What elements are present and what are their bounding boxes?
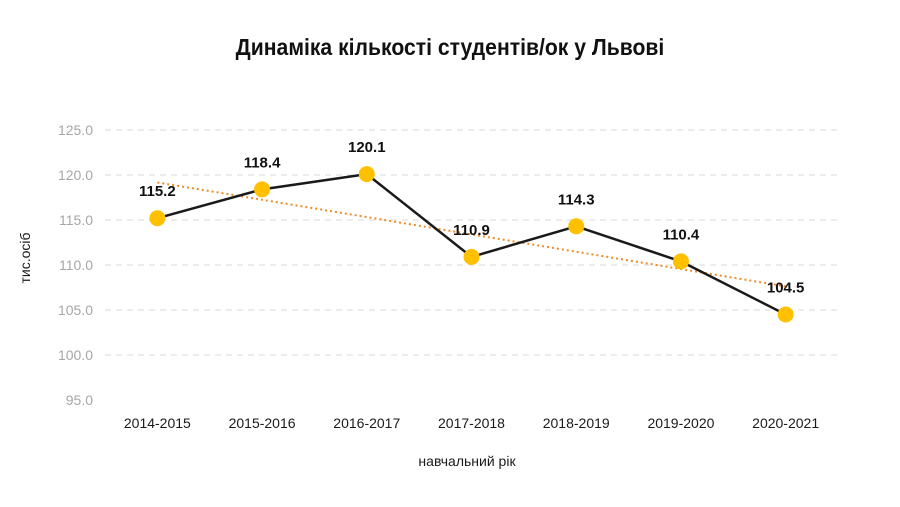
data-point [149, 210, 166, 227]
data-points [149, 166, 794, 323]
data-point [672, 253, 689, 270]
data-label: 118.4 [244, 154, 281, 171]
x-tick-label: 2016-2017 [333, 415, 400, 431]
x-tick-label: 2015-2016 [229, 415, 296, 431]
x-tick-label: 2018-2019 [543, 415, 610, 431]
x-tick-label: 2020-2021 [752, 415, 819, 431]
data-labels: 115.2 118.4 120.1 110.9 114.3 110.4 104.5 [139, 139, 804, 296]
series-line-layer [157, 172, 787, 316]
data-label: 120.1 [348, 139, 386, 156]
y-tick-label: 115.0 [59, 212, 93, 228]
data-label: 110.9 [453, 222, 490, 239]
data-point [463, 248, 480, 265]
y-tick-label: 100.0 [58, 347, 93, 363]
gridlines [105, 129, 838, 356]
y-tick-label: 110.0 [59, 257, 93, 273]
y-tick-labels: 95.0 100.0 105.0 110.0 115.0 120.0 125.0 [58, 122, 93, 408]
data-point [358, 166, 375, 183]
data-point [254, 181, 271, 198]
x-tick-label: 2019-2020 [647, 415, 714, 431]
data-label: 115.2 [139, 183, 176, 200]
data-point [568, 218, 585, 235]
y-tick-label: 120.0 [58, 167, 93, 183]
y-axis-title: тис.осіб [17, 232, 33, 283]
data-label: 114.3 [558, 191, 595, 208]
x-axis-title: навчальний рік [418, 453, 516, 469]
chart-title: Динаміка кількості студентів/ок у Львові [235, 34, 665, 60]
x-tick-label: 2014-2015 [124, 415, 191, 431]
x-tick-label: 2017-2018 [438, 415, 505, 431]
series-line [157, 172, 787, 316]
y-tick-label: 95.0 [66, 392, 93, 408]
y-tick-label: 105.0 [58, 302, 93, 318]
data-label: 110.4 [663, 226, 700, 243]
x-tick-labels: 2014-2015 2015-2016 2016-2017 2017-2018 2018… [124, 415, 819, 431]
data-label: 104.5 [767, 280, 805, 297]
data-point [777, 306, 794, 323]
y-tick-label: 125.0 [58, 122, 93, 138]
